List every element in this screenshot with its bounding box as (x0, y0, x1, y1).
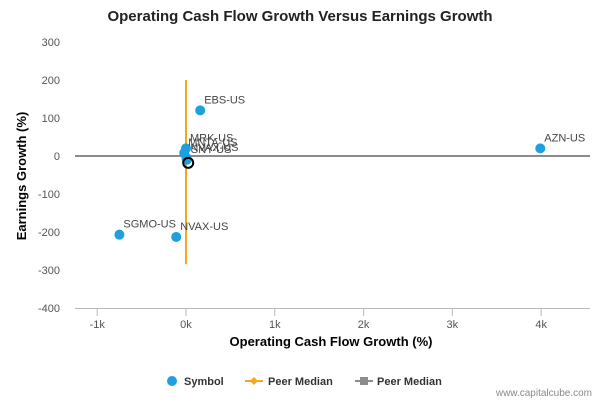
legend-peer-median-x-marker (250, 377, 258, 385)
point-label: MRK-US (190, 132, 233, 144)
point-label: AZN-US (544, 132, 585, 144)
legend-peer-median-y-marker (360, 377, 368, 385)
point-label: NVAX-US (190, 142, 238, 154)
point-label: NVAX-US (180, 221, 228, 233)
legend: Symbol Peer Median Peer Median (167, 376, 442, 388)
y-tick-label: -400 (38, 303, 60, 315)
x-tick-label: 3k (447, 319, 459, 331)
x-tick-label: -1k (90, 319, 106, 331)
x-tick-label: 4k (535, 319, 547, 331)
x-tick-label: 2k (358, 319, 370, 331)
point-label: SGMO-US (123, 219, 176, 231)
y-tick-label: 0 (54, 151, 60, 163)
point-label: EBS-US (204, 94, 245, 106)
y-axis-title: Earnings Growth (%) (14, 112, 29, 241)
legend-label-peer-median-x: Peer Median (268, 376, 333, 388)
y-tick-label: -200 (38, 227, 60, 239)
data-point (535, 143, 546, 154)
x-tick-label: 1k (269, 319, 281, 331)
legend-symbol-marker (167, 376, 177, 386)
plot-area: 300 200 100 0 -100 -200 -300 -400 -1k 0k 1k 2k 3k 4k E… (38, 37, 590, 331)
x-axis-title: Operating Cash Flow Growth (%) (230, 334, 433, 349)
data-point (195, 105, 206, 116)
data-point (114, 229, 125, 240)
y-tick-label: 100 (42, 113, 60, 125)
credit-text: www.capitalcube.com (495, 388, 592, 399)
y-tick-label: -100 (38, 189, 60, 201)
point-label: SNY-US (191, 144, 232, 156)
y-tick-label: 200 (42, 75, 60, 87)
x-tick-label: 0k (180, 319, 192, 331)
y-tick-label: -300 (38, 265, 60, 277)
highlighted-point (182, 156, 195, 169)
legend-label-symbol: Symbol (184, 376, 224, 388)
point-label: MNTA-US (188, 137, 237, 149)
legend-label-peer-median-y: Peer Median (377, 376, 442, 388)
data-point (171, 231, 182, 242)
y-tick-label: 300 (42, 37, 60, 49)
chart-title: Operating Cash Flow Growth Versus Earnin… (107, 8, 492, 25)
